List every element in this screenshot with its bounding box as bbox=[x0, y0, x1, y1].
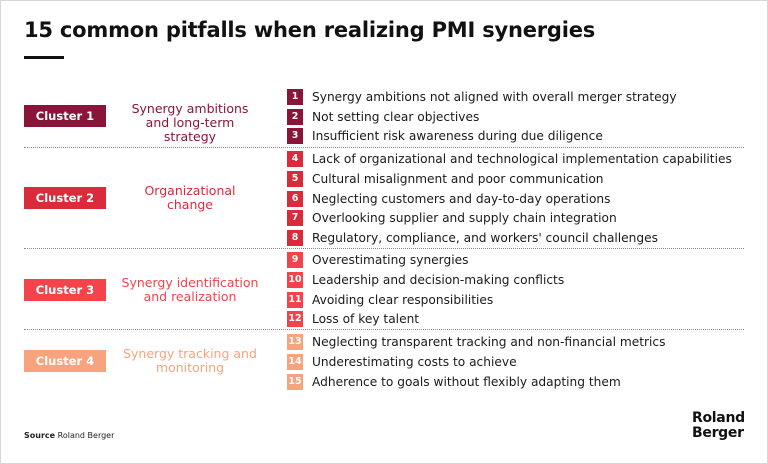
roland-berger-logo: Roland Berger bbox=[692, 411, 745, 441]
pitfall-number: 8 bbox=[287, 229, 303, 246]
pitfall-text: Overestimating synergies bbox=[312, 252, 469, 267]
pitfall-text: Not setting clear objectives bbox=[312, 109, 480, 124]
source-text: Roland Berger bbox=[57, 431, 115, 440]
pitfall-item: 2 Not setting clear objectives bbox=[287, 108, 479, 125]
pitfall-item: 8 Regulatory, compliance, and workers' c… bbox=[287, 229, 658, 246]
cluster-2-badge-label: Cluster 2 bbox=[35, 191, 95, 205]
pitfall-item: 6 Neglecting customers and day-to-day op… bbox=[287, 190, 610, 207]
pitfall-number: 9 bbox=[287, 251, 303, 268]
cluster-3-badge: Cluster 3 bbox=[24, 279, 106, 301]
cluster-1-badge-label: Cluster 1 bbox=[35, 109, 95, 123]
pitfall-item: 13 Neglecting transparent tracking and n… bbox=[287, 333, 665, 350]
pitfall-text: Overlooking supplier and supply chain in… bbox=[312, 210, 617, 225]
title-underline bbox=[24, 56, 64, 59]
pitfall-number: 2 bbox=[287, 108, 303, 125]
pitfall-number: 3 bbox=[287, 127, 303, 144]
page-title: 15 common pitfalls when realizing PMI sy… bbox=[24, 18, 596, 42]
cluster-1-title: Synergy ambitions and long-term strategy bbox=[131, 101, 249, 144]
pitfall-text: Synergy ambitions not aligned with overa… bbox=[312, 89, 677, 104]
cluster-separator bbox=[24, 329, 744, 330]
cluster-separator bbox=[24, 248, 744, 249]
pitfall-item: 11 Avoiding clear responsibilities bbox=[287, 291, 493, 308]
pitfall-text: Underestimating costs to achieve bbox=[312, 354, 517, 369]
pitfall-number: 12 bbox=[287, 310, 303, 327]
pitfall-item: 15 Adherence to goals without flexibly a… bbox=[287, 373, 621, 390]
pitfall-number: 10 bbox=[287, 271, 303, 288]
pitfall-number: 13 bbox=[287, 333, 303, 350]
logo-line-1: Roland bbox=[692, 410, 745, 426]
pitfall-text: Lack of organizational and technological… bbox=[312, 151, 732, 166]
cluster-4-title: Synergy tracking and monitoring bbox=[123, 346, 257, 375]
pitfall-number: 5 bbox=[287, 170, 303, 187]
pitfall-number: 14 bbox=[287, 353, 303, 370]
pitfall-item: 12 Loss of key talent bbox=[287, 310, 419, 327]
pitfall-number: 11 bbox=[287, 291, 303, 308]
pitfall-number: 4 bbox=[287, 150, 303, 167]
pitfall-item: 3 Insufficient risk awareness during due… bbox=[287, 127, 603, 144]
pitfall-number: 15 bbox=[287, 373, 303, 390]
pitfall-text: Regulatory, compliance, and workers' cou… bbox=[312, 230, 658, 245]
cluster-1-badge: Cluster 1 bbox=[24, 105, 106, 127]
pitfall-text: Neglecting customers and day-to-day oper… bbox=[312, 191, 611, 206]
pitfall-text: Cultural misalignment and poor communica… bbox=[312, 171, 604, 186]
source-note: Source Roland Berger bbox=[24, 431, 114, 440]
pitfall-item: 9 Overestimating synergies bbox=[287, 251, 468, 268]
cluster-3-badge-label: Cluster 3 bbox=[35, 283, 95, 297]
pitfall-number: 7 bbox=[287, 209, 303, 226]
pitfall-text: Leadership and decision-making conflicts bbox=[312, 272, 565, 287]
pitfall-text: Loss of key talent bbox=[312, 311, 420, 326]
logo-line-2: Berger bbox=[692, 425, 744, 441]
pitfall-text: Avoiding clear responsibilities bbox=[312, 292, 494, 307]
cluster-separator bbox=[24, 147, 744, 148]
pitfall-item: 14 Underestimating costs to achieve bbox=[287, 353, 517, 370]
pitfall-item: 1 Synergy ambitions not aligned with ove… bbox=[287, 88, 677, 105]
pitfall-number: 6 bbox=[287, 190, 303, 207]
pitfall-item: 4 Lack of organizational and technologic… bbox=[287, 150, 732, 167]
pitfall-text: Adherence to goals without flexibly adap… bbox=[312, 374, 621, 389]
cluster-2-badge: Cluster 2 bbox=[24, 187, 106, 209]
cluster-4-badge-label: Cluster 4 bbox=[35, 354, 95, 368]
pitfall-number: 1 bbox=[287, 88, 303, 105]
cluster-4-badge: Cluster 4 bbox=[24, 350, 106, 372]
pitfall-text: Insufficient risk awareness during due d… bbox=[312, 128, 603, 143]
pitfall-text: Neglecting transparent tracking and non-… bbox=[312, 334, 666, 349]
pitfall-item: 10 Leadership and decision-making confli… bbox=[287, 271, 564, 288]
cluster-3-title: Synergy identification and realization bbox=[121, 275, 259, 304]
pitfall-item: 7 Overlooking supplier and supply chain … bbox=[287, 209, 617, 226]
source-label: Source bbox=[24, 431, 56, 440]
cluster-2-title: Organizational change bbox=[144, 183, 236, 212]
pitfall-item: 5 Cultural misalignment and poor communi… bbox=[287, 170, 604, 187]
